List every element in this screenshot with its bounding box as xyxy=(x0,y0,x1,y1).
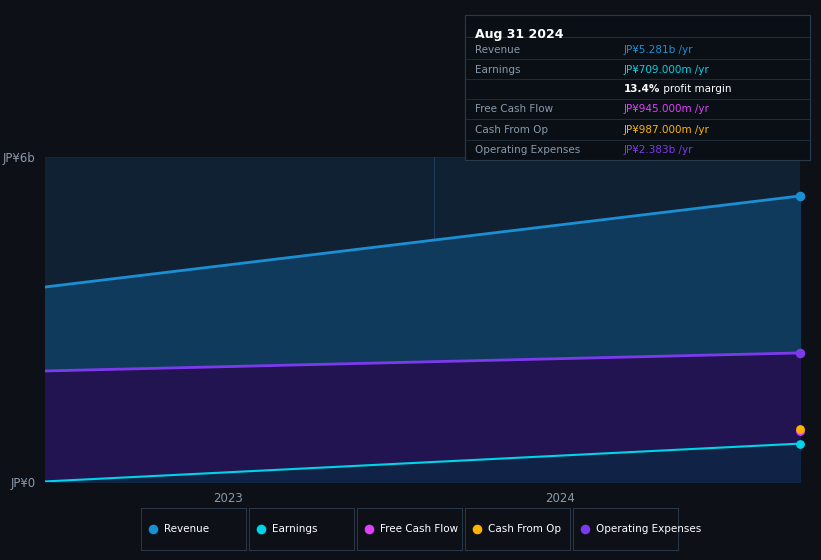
Text: Free Cash Flow: Free Cash Flow xyxy=(380,524,458,534)
Point xyxy=(793,426,806,435)
Point xyxy=(470,525,484,534)
Text: Earnings: Earnings xyxy=(475,65,521,75)
Point xyxy=(793,439,806,448)
Point xyxy=(793,192,806,200)
Text: Cash From Op: Cash From Op xyxy=(475,124,548,134)
Text: 13.4%: 13.4% xyxy=(624,84,660,94)
Text: profit margin: profit margin xyxy=(660,84,732,94)
Point xyxy=(579,525,592,534)
Text: JP¥945.000m /yr: JP¥945.000m /yr xyxy=(624,104,709,114)
Text: JP¥709.000m /yr: JP¥709.000m /yr xyxy=(624,65,709,75)
Text: Operating Expenses: Operating Expenses xyxy=(596,524,701,534)
Text: Cash From Op: Cash From Op xyxy=(488,524,561,534)
Text: Revenue: Revenue xyxy=(163,524,209,534)
Text: Operating Expenses: Operating Expenses xyxy=(475,145,580,155)
Point xyxy=(363,525,376,534)
Point xyxy=(147,525,160,534)
Point xyxy=(793,424,806,433)
Point xyxy=(255,525,268,534)
Text: JP¥5.281b /yr: JP¥5.281b /yr xyxy=(624,45,693,55)
Text: JP¥2.383b /yr: JP¥2.383b /yr xyxy=(624,145,693,155)
Point xyxy=(793,348,806,357)
Text: Free Cash Flow: Free Cash Flow xyxy=(475,104,553,114)
Text: Revenue: Revenue xyxy=(475,45,521,55)
Text: JP¥987.000m /yr: JP¥987.000m /yr xyxy=(624,124,709,134)
Text: Earnings: Earnings xyxy=(272,524,317,534)
Text: Aug 31 2024: Aug 31 2024 xyxy=(475,28,564,41)
